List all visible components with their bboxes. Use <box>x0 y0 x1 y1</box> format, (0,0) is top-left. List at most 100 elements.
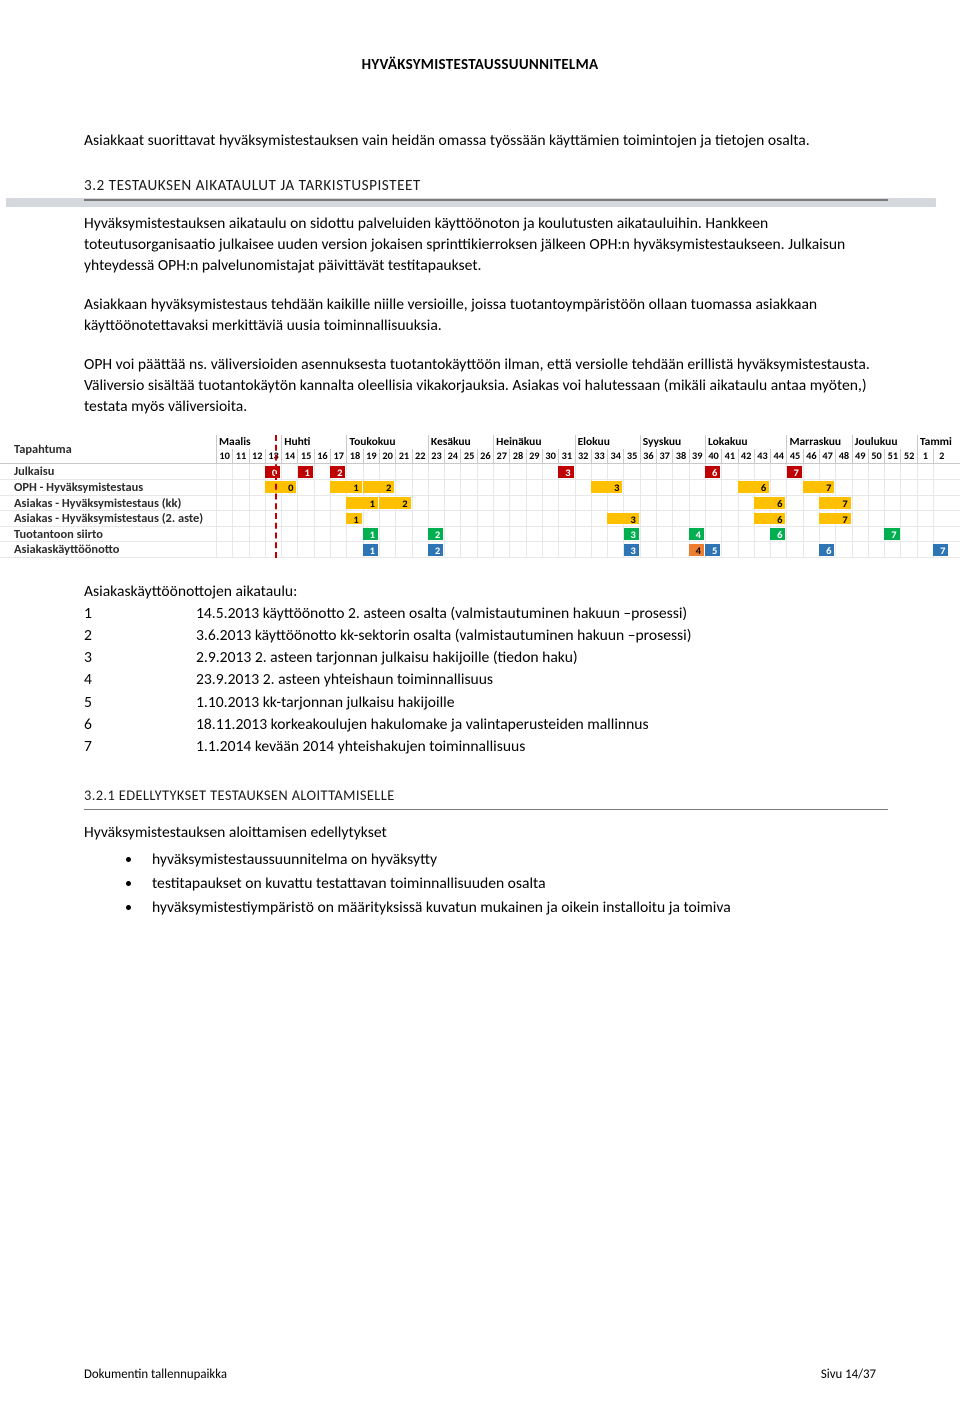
gantt-week-label: 20 <box>379 449 395 463</box>
gantt-month-label: Heinäkuu <box>493 435 575 449</box>
schedule-row-text: 2.9.2013 2. asteen tarjonnan julkaisu ha… <box>196 647 578 669</box>
schedule-row-number: 2 <box>84 625 196 647</box>
gantt-block: 7 <box>819 497 851 509</box>
schedule-row: 23.6.2013 käyttöönotto kk-sektorin osalt… <box>84 625 876 647</box>
schedule-row-text: 18.11.2013 korkeakoulujen hakulomake ja … <box>196 714 649 736</box>
gantt-block: 5 <box>705 544 720 556</box>
gantt-block: 3 <box>624 528 639 540</box>
prerequisite-item: hyväksymistestaussuunnitelma on hyväksyt… <box>142 849 876 871</box>
gantt-week-label: 50 <box>868 449 884 463</box>
section-3-2-heading: 3.2 TESTAUKSEN AIKATAULUT JA TARKISTUSPI… <box>84 177 876 199</box>
gantt-week-label: 52 <box>900 449 916 463</box>
schedule-row: 32.9.2013 2. asteen tarjonnan julkaisu h… <box>84 647 876 669</box>
gantt-week-label: 42 <box>738 449 754 463</box>
gantt-month-label: Elokuu <box>575 435 640 449</box>
gantt-block: 2 <box>330 466 345 478</box>
gantt-week-label: 12 <box>249 449 265 463</box>
gantt-block: 7 <box>803 481 835 493</box>
schedule-row-number: 4 <box>84 669 196 691</box>
gantt-week-label: 40 <box>705 449 721 463</box>
gantt-week-label: 51 <box>884 449 900 463</box>
schedule-row-text: 1.1.2014 kevään 2014 yhteishakujen toimi… <box>196 736 525 758</box>
gantt-block: 4 <box>689 528 704 540</box>
gantt-week-label: 29 <box>526 449 542 463</box>
gantt-week-label: 13 <box>265 449 281 463</box>
gantt-month-label: Kesäkuu <box>428 435 493 449</box>
gantt-block: 1 <box>346 513 361 525</box>
gantt-week-label: 47 <box>819 449 835 463</box>
gantt-week-label: 22 <box>412 449 428 463</box>
prerequisite-item: hyväksymistestiympäristö on määrityksiss… <box>142 897 876 919</box>
schedule-row: 423.9.2013 2. asteen yhteishaun toiminna… <box>84 669 876 691</box>
subsection-3-2-1-intro: Hyväksymistestauksen aloittamisen edelly… <box>84 822 876 843</box>
gantt-row-label: OPH - Hyväksymistestaus <box>0 480 216 496</box>
gantt-week-label: 48 <box>835 449 851 463</box>
gantt-week-label: 38 <box>672 449 688 463</box>
gantt-block: 2 <box>428 528 443 540</box>
gantt-month-label: Lokakuu <box>705 435 787 449</box>
schedule-title: Asiakaskäyttöönottojen aikataulu: <box>84 582 876 601</box>
gantt-block: 6 <box>754 513 786 525</box>
subsection-3-2-1-heading: 3.2.1 EDELLYTYKSET TESTAUKSEN ALOITTAMIS… <box>84 786 876 808</box>
gantt-month-label: Syyskuu <box>640 435 705 449</box>
gantt-week-label: 37 <box>656 449 672 463</box>
gantt-block: 1 <box>346 497 378 509</box>
gantt-week-label: 34 <box>607 449 623 463</box>
gantt-week-label: 23 <box>428 449 444 463</box>
gantt-block: 0 <box>265 481 297 493</box>
gantt-week-label: 10 <box>216 449 232 463</box>
gantt-block: 6 <box>754 497 786 509</box>
subsection-3-2-1-heading-wrap: 3.2.1 EDELLYTYKSET TESTAUKSEN ALOITTAMIS… <box>84 786 876 808</box>
gantt-block: 7 <box>787 466 802 478</box>
page-footer: Dokumentin tallennupaikka Sivu 14/37 <box>84 1367 876 1382</box>
gantt-today-line <box>275 435 277 558</box>
gantt-block: 6 <box>738 481 770 493</box>
prerequisites-list: hyväksymistestaussuunnitelma on hyväksyt… <box>84 849 876 919</box>
gantt-event-header: Tapahtuma <box>0 436 216 464</box>
gantt-block: 3 <box>624 544 639 556</box>
gantt-week-label: 16 <box>314 449 330 463</box>
gantt-week-label: 45 <box>786 449 802 463</box>
footer-left: Dokumentin tallennupaikka <box>84 1367 227 1382</box>
gantt-block: 0 <box>265 466 280 478</box>
schedule-row-number: 3 <box>84 647 196 669</box>
section-3-2-para-1: Hyväksymistestauksen aikataulu on sidott… <box>84 213 876 276</box>
gantt-week-label: 44 <box>770 449 786 463</box>
gantt-block: 4 <box>689 544 704 556</box>
gantt-week-label: 19 <box>363 449 379 463</box>
schedule-row-number: 7 <box>84 736 196 758</box>
gantt-block: 6 <box>770 528 785 540</box>
gantt-week-label: 14 <box>281 449 297 463</box>
gantt-week-label: 30 <box>542 449 558 463</box>
gantt-week-label: 43 <box>754 449 770 463</box>
schedule-row: 618.11.2013 korkeakoulujen hakulomake ja… <box>84 714 876 736</box>
gantt-week-label: 2 <box>933 449 949 463</box>
schedule-row-text: 1.10.2013 kk-tarjonnan julkaisu hakijoil… <box>196 692 455 714</box>
gantt-block: 2 <box>428 544 443 556</box>
gantt-week-label: 39 <box>689 449 705 463</box>
gantt-block: 3 <box>607 513 639 525</box>
gantt-block: 1 <box>363 528 378 540</box>
gantt-row-label: Tuotantoon siirto <box>0 527 216 543</box>
gantt-block: 3 <box>558 466 573 478</box>
schedule-row-number: 5 <box>84 692 196 714</box>
gantt-week-label: 17 <box>330 449 346 463</box>
schedule-row-number: 6 <box>84 714 196 736</box>
gantt-week-label: 36 <box>640 449 656 463</box>
gantt-week-label: 25 <box>460 449 476 463</box>
schedule-row-text: 3.6.2013 käyttöönotto kk-sektorin osalta… <box>196 625 691 647</box>
gantt-week-label: 26 <box>477 449 493 463</box>
gantt-block: 3 <box>591 481 623 493</box>
section-3-2-para-2: Asiakkaan hyväksymistestaus tehdään kaik… <box>84 294 876 336</box>
gantt-row-label: Asiakas - Hyväksymistestaus (kk) <box>0 496 216 512</box>
gantt-week-label: 18 <box>346 449 362 463</box>
footer-right: Sivu 14/37 <box>821 1367 876 1382</box>
schedule-list: 114.5.2013 käyttöönotto 2. asteen osalta… <box>84 603 876 758</box>
gantt-block: 6 <box>819 544 834 556</box>
gantt-week-label: 15 <box>297 449 313 463</box>
gantt-week-label: 35 <box>623 449 639 463</box>
gantt-chart: TapahtumaMaalisHuhtiToukokuuKesäkuuHeinä… <box>0 435 960 558</box>
section-3-2-para-3: OPH voi päättää ns. väliversioiden asenn… <box>84 354 876 417</box>
document-title: HYVÄKSYMISTESTAUSSUUNNITELMA <box>84 56 876 74</box>
gantt-block: 7 <box>884 528 899 540</box>
